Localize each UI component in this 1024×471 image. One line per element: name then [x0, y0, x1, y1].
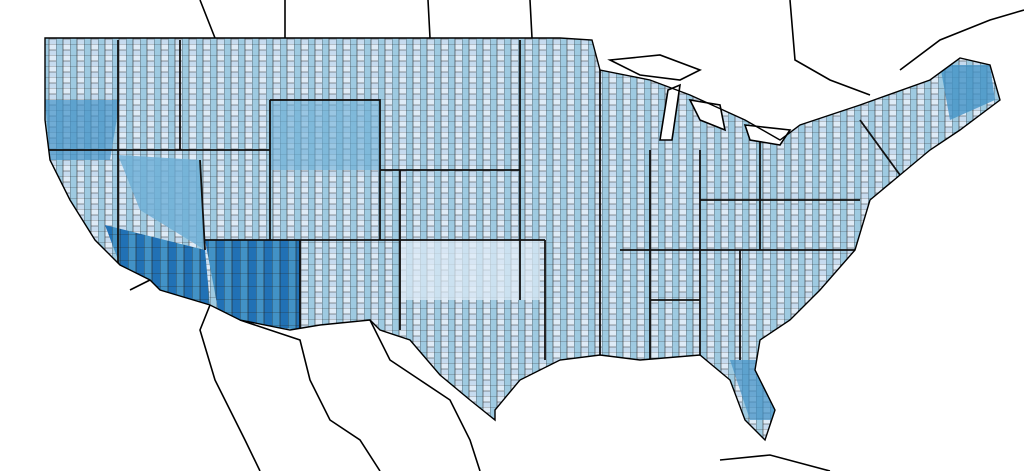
mid-region — [940, 65, 995, 120]
mid-region — [118, 155, 205, 250]
light-region — [400, 240, 540, 300]
mid-region — [270, 100, 380, 170]
state-borders — [45, 40, 901, 360]
mid-region — [45, 100, 120, 160]
canada-border — [199, 0, 1024, 96]
dark-region — [205, 240, 300, 330]
us-outline — [44, 37, 1001, 442]
dark-region — [105, 225, 210, 305]
mexico-border — [129, 279, 831, 471]
